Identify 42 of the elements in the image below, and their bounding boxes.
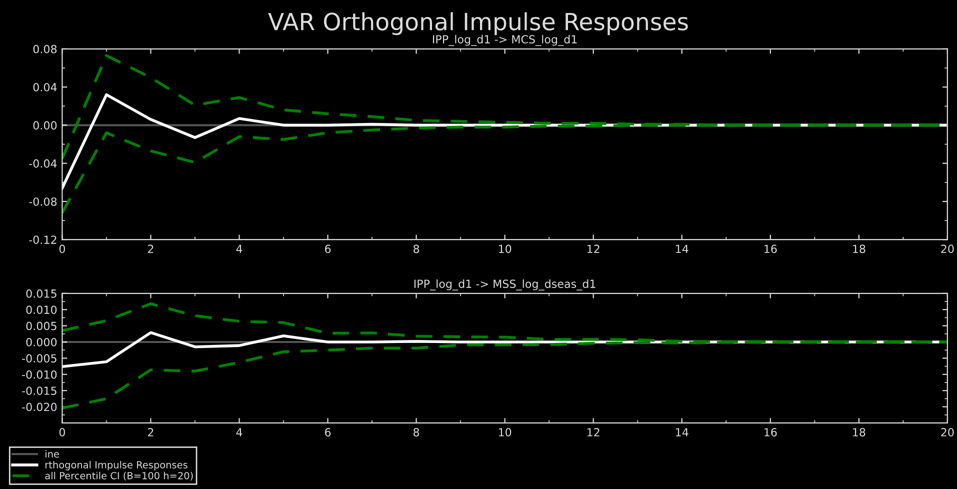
legend-label: rthogonal Impulse Responses [46, 460, 188, 470]
x-tick-label: 0 [59, 244, 65, 254]
y-tick-label: -0.08 [29, 197, 57, 206]
x-tick-label: 6 [325, 428, 331, 436]
x-tick-label: 8 [414, 244, 420, 254]
legend-label: all Percentile CI (B=100 h=20) [45, 472, 193, 480]
x-tick-label: 16 [764, 244, 777, 254]
x-tick-label: 12 [587, 428, 600, 436]
y-tick-label: -0.020 [22, 402, 57, 412]
y-tick-label: -0.04 [29, 159, 57, 168]
x-tick-label: 18 [853, 244, 866, 254]
x-tick-label: 8 [414, 428, 420, 436]
chart-subtitle: IPP_log_d1 -> MSS_log_dseas_d1 [414, 279, 596, 290]
x-tick-label: 14 [676, 244, 688, 253]
y-tick-label: 0.015 [26, 289, 56, 298]
x-tick-label: 12 [587, 244, 600, 253]
y-tick-label: 0.04 [33, 83, 57, 92]
x-tick-label: 18 [853, 428, 866, 436]
y-tick-label: 0.00 [33, 121, 57, 130]
y-tick-label: -0.12 [29, 236, 56, 244]
x-tick-label: 4 [236, 244, 242, 253]
x-tick-label: 16 [764, 428, 777, 436]
x-tick-label: 4 [236, 428, 242, 436]
x-tick-label: 20 [941, 428, 954, 436]
y-tick-label: -0.005 [22, 354, 56, 363]
x-tick-label: 0 [59, 428, 65, 436]
y-tick-label: 0.000 [26, 338, 57, 346]
x-tick-label: 2 [148, 244, 154, 253]
legend-label: ine [46, 450, 59, 458]
x-tick-label: 10 [498, 244, 512, 254]
chart-title: VAR Orthogonal Impulse Responses [268, 12, 688, 36]
x-tick-label: 20 [941, 244, 954, 254]
y-tick-label: 0.010 [26, 306, 57, 314]
y-tick-label: -0.010 [22, 370, 57, 379]
x-tick-label: 14 [676, 428, 688, 436]
y-tick-label: 0.08 [33, 44, 57, 54]
x-tick-label: 10 [498, 428, 512, 436]
y-tick-label: -0.015 [22, 386, 56, 395]
chart-subtitle: IPP_log_d1 -> MCS_log_d1 [433, 34, 577, 46]
y-tick-label: 0.005 [26, 322, 56, 330]
x-tick-label: 2 [148, 428, 154, 436]
x-tick-label: 6 [325, 244, 331, 254]
